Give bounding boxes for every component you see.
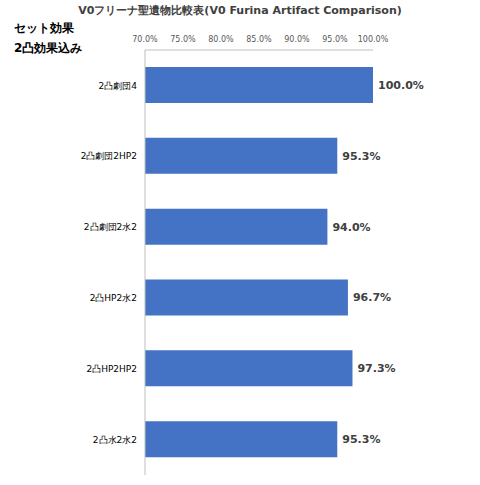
svg-text:2凸水2水2: 2凸水2水2 <box>93 435 137 445</box>
svg-text:2凸HP2水2: 2凸HP2水2 <box>90 293 137 303</box>
svg-text:95.3%: 95.3% <box>342 433 380 446</box>
svg-text:70.0%: 70.0% <box>132 35 158 44</box>
svg-text:80.0%: 80.0% <box>208 35 234 44</box>
svg-text:90.0%: 90.0% <box>284 35 310 44</box>
html-text:V0フリーナ聖遺物比較表(V0 Furina Artifac: V0フリーナ聖遺物比較表(V0 Furina Artifact Comparis… <box>78 4 402 17</box>
svg-text:94.0%: 94.0% <box>332 221 370 234</box>
html-text:2凸効果込み: 2凸効果込み <box>14 41 83 55</box>
html-text:セット効果: セット効果 <box>14 21 74 35</box>
svg-text:96.7%: 96.7% <box>353 291 391 304</box>
svg-text:2凸劇団4: 2凸劇団4 <box>99 81 138 91</box>
svg-text:100.0%: 100.0% <box>378 79 424 92</box>
svg-text:2凸HP2HP2: 2凸HP2HP2 <box>86 364 137 374</box>
svg-text:2凸劇団2HP2: 2凸劇団2HP2 <box>81 151 137 161</box>
svg-text:100.0%: 100.0% <box>358 35 389 44</box>
svg-text:95.3%: 95.3% <box>342 150 380 163</box>
svg-text:75.0%: 75.0% <box>170 35 196 44</box>
svg-text:95.0%: 95.0% <box>322 35 348 44</box>
svg-text:2凸劇団2水2: 2凸劇団2水2 <box>84 222 137 232</box>
svg-text:85.0%: 85.0% <box>246 35 272 44</box>
svg-text:97.3%: 97.3% <box>357 362 395 375</box>
